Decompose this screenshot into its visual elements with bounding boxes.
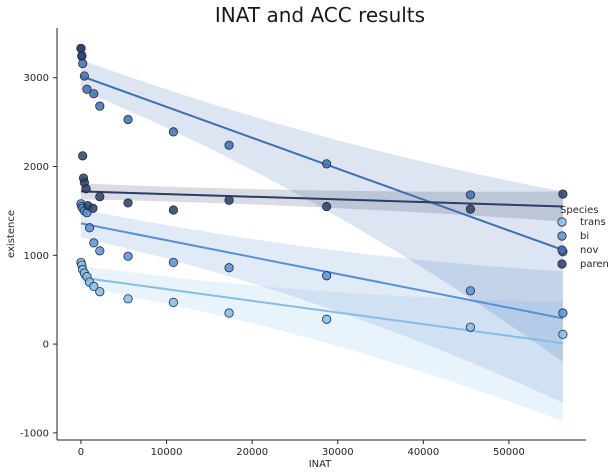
point-nov-4 [82,84,92,94]
x-ticks: 0 10000 20000 30000 40000 50000 [78,440,525,458]
point-paren-5 [81,184,91,194]
regression-line-nov [80,75,564,251]
point-bi-8 [123,251,133,261]
data-points [76,43,568,339]
point-nov-7 [123,114,133,125]
legend-label-trans: trans [580,217,606,228]
point-bi-10 [224,263,234,273]
legend-label-nov: nov [580,245,598,256]
point-bi-5 [84,223,95,233]
point-nov-9 [224,140,234,150]
point-trans-8 [123,294,133,304]
point-bi-11 [322,271,332,281]
legend-title: Species [560,205,599,216]
point-bi-12 [465,286,476,296]
regression-line-trans [80,276,564,345]
x-tick-label-50000: 50000 [493,447,525,458]
y-tick-label-0: 0 [43,340,49,351]
legend-label-paren: paren [580,259,609,270]
confidence-band-trans [80,265,563,422]
regression-lines [80,75,564,345]
x-axis-label: INAT [309,459,332,470]
point-nov-10 [322,159,332,169]
point-nov-2 [78,58,88,69]
y-axis-label: existence [6,210,17,258]
axes [56,28,586,441]
confidence-band-paren [80,183,563,222]
point-nov-3 [79,71,89,81]
point-paren-1 [77,50,87,61]
legend-label-bi: bi [580,231,589,242]
point-paren-12 [322,201,332,212]
y-ticks: -1000 0 1000 2000 3000 [20,73,57,439]
point-trans-11 [322,314,332,324]
regression-line-bi [80,222,564,320]
point-trans-6 [89,281,99,291]
x-tick-label-30000: 30000 [322,447,354,458]
y-tick-label-1000: 1000 [24,251,49,262]
point-paren-7 [88,203,98,213]
chart-title: INAT and ACC results [215,3,425,27]
legend-marker-trans [557,217,567,227]
regression-line-paren [80,190,563,208]
point-bi-13 [558,308,568,318]
point-nov-11 [465,190,476,200]
point-bi-7 [95,246,105,256]
x-tick-label-20000: 20000 [236,447,268,458]
point-paren-11 [224,195,234,205]
point-paren-10 [168,205,179,215]
legend-marker-paren [557,259,567,269]
x-tick-label-10000: 10000 [151,447,183,458]
y-tick-label-3000: 3000 [24,73,49,84]
y-tick-label-2000: 2000 [24,162,49,173]
point-paren-14 [558,189,568,199]
point-bi-6 [89,238,99,248]
point-paren-13 [465,204,476,214]
point-paren-2 [78,151,88,161]
x-tick-label-0: 0 [78,447,84,458]
point-trans-13 [558,329,568,339]
legend: Species trans bi nov paren [557,205,609,270]
confidence-band-nov [80,59,563,362]
legend-marker-bi [557,231,567,241]
y-tick-label--1000: -1000 [20,428,49,439]
point-nov-8 [168,127,179,137]
point-nov-6 [95,101,105,111]
x-tick-label-40000: 40000 [407,447,439,458]
legend-marker-nov [557,245,567,255]
confidence-band-bi [80,209,563,403]
point-trans-10 [224,308,234,318]
confidence-bands [80,59,563,422]
point-trans-12 [465,322,476,332]
point-trans-9 [168,297,179,307]
point-bi-9 [168,257,179,268]
point-nov-5 [89,89,99,99]
point-trans-7 [95,287,105,297]
point-paren-9 [123,198,133,208]
point-paren-8 [95,192,105,202]
